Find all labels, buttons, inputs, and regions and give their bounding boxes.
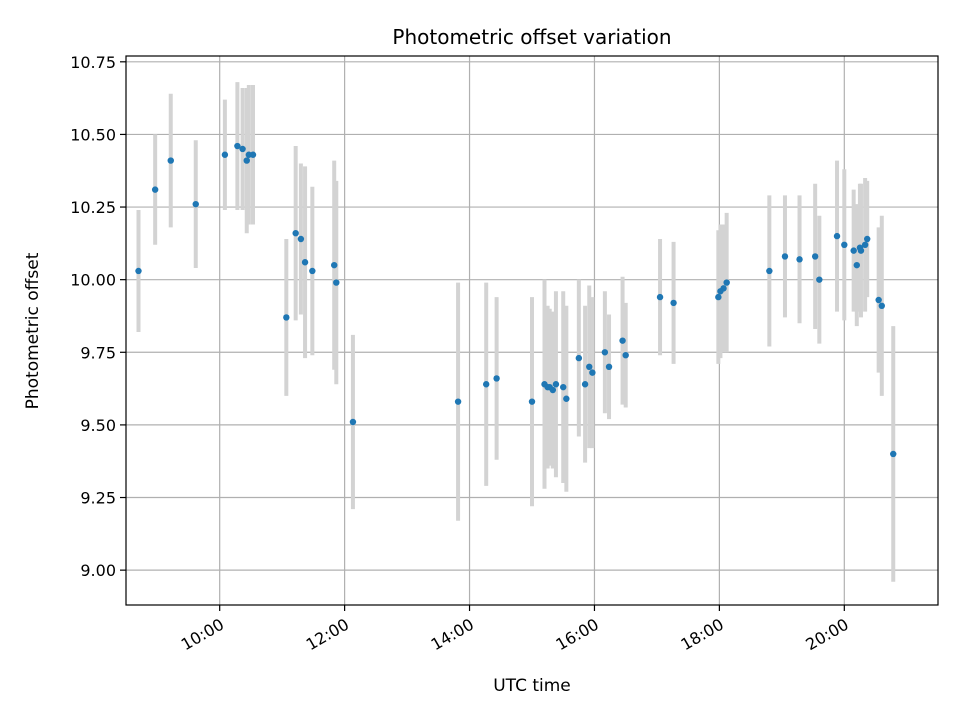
- data-point: [861, 241, 869, 249]
- data-point: [781, 253, 789, 260]
- y-tick-label: 9.75: [80, 343, 116, 362]
- data-point: [878, 302, 885, 310]
- x-axis-title: UTC time: [493, 676, 571, 696]
- data-point: [167, 157, 174, 164]
- x-tick-label: 18:00: [677, 615, 726, 655]
- data-points: [135, 142, 897, 458]
- data-point: [816, 276, 823, 283]
- data-point: [622, 351, 629, 359]
- y-tick-label: 10.75: [70, 53, 116, 72]
- data-point: [482, 381, 490, 388]
- data-point: [301, 259, 309, 266]
- y-tick-label: 10.50: [70, 125, 116, 144]
- data-point: [331, 261, 338, 269]
- x-tick-label: 20:00: [802, 615, 851, 655]
- data-point: [890, 450, 897, 458]
- data-point: [349, 418, 357, 426]
- data-point: [601, 349, 609, 356]
- plot-frame: [125, 55, 939, 606]
- y-tick-label: 9.00: [80, 561, 116, 580]
- chart-title: Photometric offset variation: [392, 25, 671, 49]
- data-point: [297, 235, 305, 243]
- data-point: [841, 241, 848, 249]
- data-point: [221, 151, 229, 158]
- data-point: [493, 375, 500, 382]
- data-point: [833, 232, 841, 240]
- data-point: [670, 299, 677, 307]
- data-point: [575, 354, 583, 362]
- axis-ticks: 10:00 12:00 14:00 16:00 18:00 20:00 9.00 9.25 9.…: [70, 53, 852, 654]
- data-point: [850, 247, 857, 254]
- data-point: [857, 247, 865, 254]
- data-point: [292, 229, 299, 237]
- data-point: [283, 314, 290, 321]
- data-point: [589, 369, 596, 376]
- data-point: [239, 145, 246, 153]
- data-point: [619, 337, 626, 344]
- y-tick-label: 9.50: [80, 416, 116, 435]
- data-point: [720, 285, 727, 292]
- data-point: [151, 186, 159, 193]
- data-point: [234, 142, 241, 150]
- data-point: [528, 398, 536, 405]
- x-tick-label: 14:00: [428, 615, 477, 655]
- data-point: [552, 381, 560, 388]
- data-point: [605, 363, 613, 371]
- data-point: [811, 253, 819, 260]
- data-point: [563, 395, 570, 402]
- data-point: [243, 157, 250, 164]
- data-point: [581, 381, 589, 388]
- data-point: [766, 267, 773, 275]
- data-point: [656, 293, 664, 301]
- data-point: [333, 279, 340, 286]
- x-tick-label: 10:00: [178, 615, 227, 655]
- data-point: [853, 261, 860, 269]
- data-point: [309, 267, 316, 275]
- data-point: [549, 386, 557, 394]
- data-point: [560, 383, 567, 391]
- y-tick-label: 9.25: [80, 489, 116, 508]
- data-point: [864, 235, 871, 243]
- data-point: [715, 293, 722, 301]
- data-point: [586, 363, 593, 371]
- y-axis-title: Photometric offset: [23, 252, 43, 409]
- y-tick-label: 10.25: [70, 198, 116, 217]
- data-point: [135, 267, 142, 275]
- data-point: [796, 256, 803, 263]
- y-tick-label: 10.00: [70, 271, 116, 290]
- data-point: [875, 296, 882, 304]
- data-point: [723, 279, 730, 286]
- x-tick-label: 16:00: [553, 615, 602, 655]
- data-point: [192, 200, 199, 208]
- data-point: [454, 398, 462, 405]
- x-tick-label: 12:00: [303, 615, 352, 655]
- data-point: [249, 151, 257, 158]
